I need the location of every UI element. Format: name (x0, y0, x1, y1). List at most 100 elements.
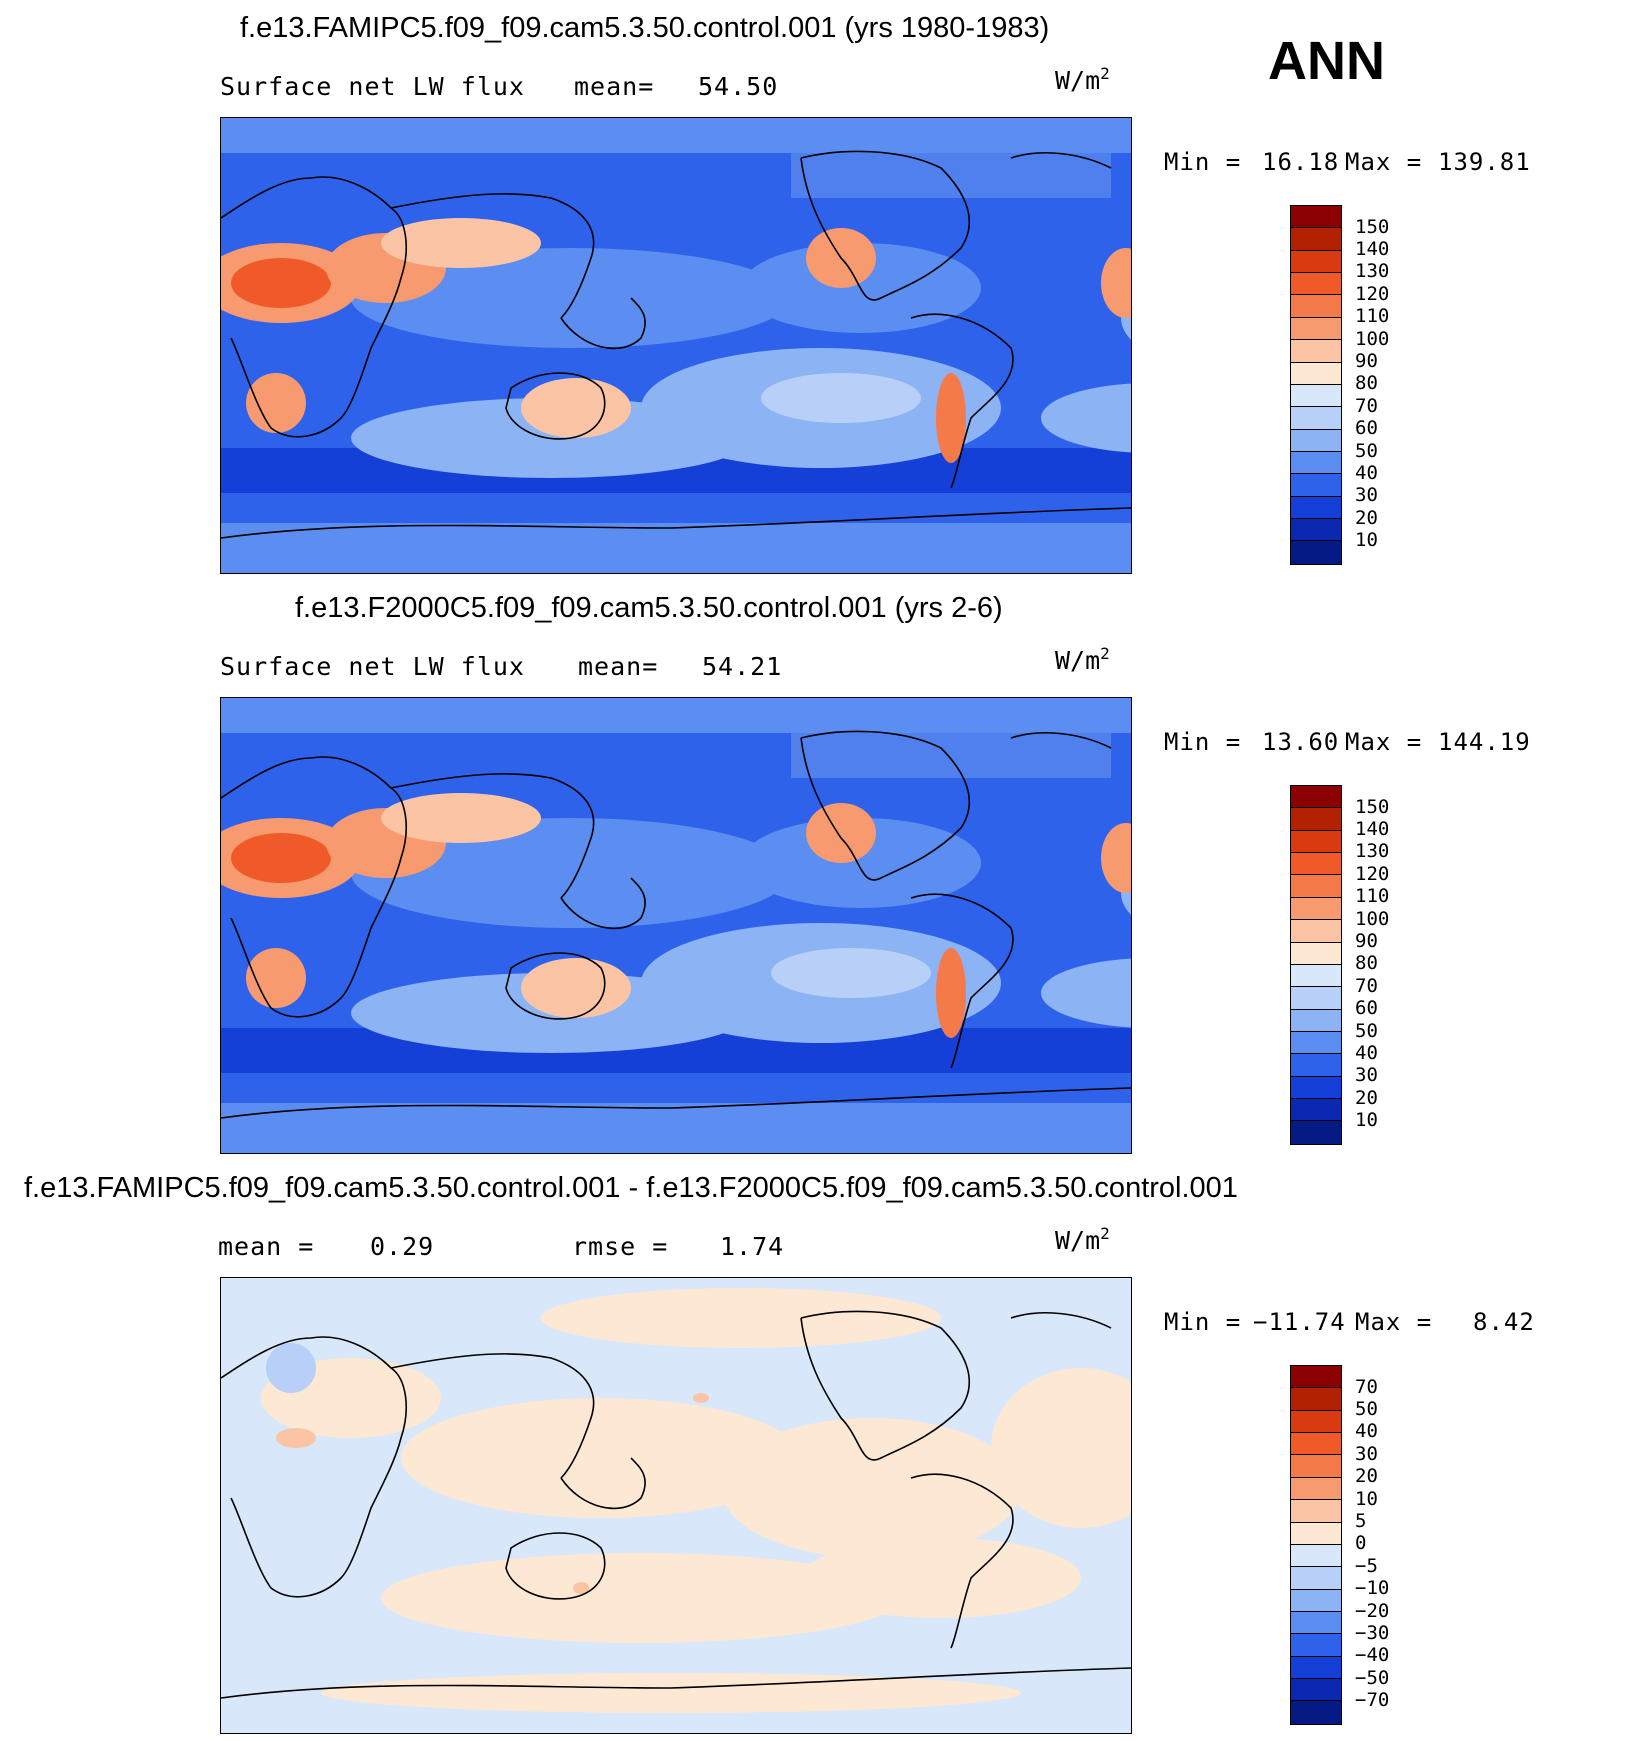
panel2-min-value: 13.60 (1262, 728, 1340, 756)
colorbar-tick-label: 90 (1355, 930, 1378, 952)
panel2-max-label: Max = (1345, 728, 1423, 756)
panel1-colorbar-seg (1291, 541, 1341, 564)
colorbar-tick-label: 10 (1355, 529, 1378, 551)
panel1-colorbar-seg (1291, 317, 1341, 341)
colorbar-tick-label: 10 (1355, 1488, 1378, 1510)
panel2-colorbar-seg (1291, 942, 1341, 965)
colorbar-tick-label: 120 (1355, 283, 1390, 305)
colorbar-tick-label: 100 (1355, 908, 1390, 930)
panel1-mean-value: 54.50 (698, 72, 779, 101)
panel1-max-value: 139.81 (1438, 148, 1531, 176)
panel2-map (220, 697, 1132, 1154)
colorbar-tick-label: 110 (1355, 305, 1390, 327)
panel2-colorbar-seg (1291, 1099, 1341, 1122)
colorbar-tick-label: 110 (1355, 885, 1390, 907)
colorbar-tick-label: 30 (1355, 1064, 1378, 1086)
panel1-colorbar-seg (1291, 384, 1341, 408)
colorbar-tick-label: 140 (1355, 238, 1390, 260)
panel1-map (220, 117, 1132, 574)
panel1-colorbar-seg (1291, 295, 1341, 318)
panel3-colorbar-seg (1291, 1410, 1341, 1434)
panel2-colorbar-seg (1291, 964, 1341, 988)
colorbar-tick-label: 150 (1355, 796, 1390, 818)
panel2-colorbar-seg (1291, 1009, 1341, 1032)
panel3-rmse-label: rmse = (572, 1232, 669, 1261)
colorbar-tick-label: 50 (1355, 440, 1378, 462)
panel1-colorbar-seg (1291, 273, 1341, 296)
panel1-colorbar-seg (1291, 519, 1341, 542)
panel1-colorbar-seg (1291, 451, 1341, 475)
panel3-colorbar (1290, 1365, 1342, 1725)
panel2-colorbar-seg (1291, 1031, 1341, 1055)
panel2-mean-label: mean= (578, 652, 659, 681)
panel3-colorbar-seg (1291, 1366, 1341, 1389)
panel2-colorbar-seg (1291, 1076, 1341, 1100)
panel2-colorbar-seg (1291, 987, 1341, 1010)
panel2-title: f.e13.F2000C5.f09_f09.cam5.3.50.control.… (295, 592, 1003, 624)
colorbar-tick-label: −10 (1355, 1577, 1390, 1599)
colorbar-tick-label: 70 (1355, 395, 1378, 417)
panel2-colorbar-seg (1291, 920, 1341, 943)
season-label: ANN (1268, 31, 1385, 91)
colorbar-tick-label: 40 (1355, 462, 1378, 484)
panel3-units: W/m2 (1055, 1224, 1110, 1255)
panel1-colorbar-seg (1291, 407, 1341, 430)
panel2-units: W/m2 (1055, 644, 1110, 675)
panel3-colorbar-seg (1291, 1544, 1341, 1568)
colorbar-tick-label: 30 (1355, 484, 1378, 506)
colorbar-tick-label: 70 (1355, 1376, 1378, 1398)
panel3-min-label: Min = (1164, 1308, 1242, 1336)
panel3-colorbar-seg (1291, 1679, 1341, 1702)
panel3-max-value: 8.42 (1473, 1308, 1535, 1336)
panel3-colorbar-seg (1291, 1388, 1341, 1411)
colorbar-tick-label: 80 (1355, 952, 1378, 974)
colorbar-tick-label: 80 (1355, 372, 1378, 394)
panel3-mean-label: mean = (218, 1232, 315, 1261)
panel2-max-value: 144.19 (1438, 728, 1531, 756)
colorbar-tick-label: 40 (1355, 1042, 1378, 1064)
panel1-units: W/m2 (1055, 64, 1110, 95)
panel3-rmse-value: 1.74 (720, 1232, 785, 1261)
colorbar-tick-label: 50 (1355, 1398, 1378, 1420)
panel3-colorbar-seg (1291, 1611, 1341, 1635)
panel3-colorbar-seg (1291, 1656, 1341, 1680)
panel1-colorbar-seg (1291, 340, 1341, 363)
colorbar-tick-label: 130 (1355, 260, 1390, 282)
colorbar-tick-label: 100 (1355, 328, 1390, 350)
colorbar-tick-label: −50 (1355, 1667, 1390, 1689)
panel1-colorbar-seg (1291, 429, 1341, 452)
panel3-colorbar-seg (1291, 1701, 1341, 1724)
panel3-colorbar-seg (1291, 1433, 1341, 1456)
colorbar-tick-label: 5 (1355, 1510, 1367, 1532)
panel1-max-label: Max = (1345, 148, 1423, 176)
panel1-min-label: Min = (1164, 148, 1242, 176)
colorbar-tick-label: −5 (1355, 1555, 1378, 1577)
panel3-max-label: Max = (1355, 1308, 1433, 1336)
panel2-min-label: Min = (1164, 728, 1242, 756)
panel2-colorbar-seg (1291, 830, 1341, 854)
panel3-colorbar-seg (1291, 1477, 1341, 1501)
panel2-colorbar-seg (1291, 853, 1341, 876)
panel2-mean-value: 54.21 (702, 652, 783, 681)
colorbar-tick-label: 10 (1355, 1109, 1378, 1131)
panel3-min-value: −11.74 (1253, 1308, 1346, 1336)
colorbar-tick-label: −40 (1355, 1644, 1390, 1666)
panel1-mean-label: mean= (574, 72, 655, 101)
panel1-colorbar (1290, 205, 1342, 565)
colorbar-tick-label: 50 (1355, 1020, 1378, 1042)
panel1-min-value: 16.18 (1262, 148, 1340, 176)
panel1-colorbar-seg (1291, 250, 1341, 274)
panel2-colorbar-seg (1291, 786, 1341, 809)
panel3-map (220, 1277, 1132, 1734)
colorbar-tick-label: 20 (1355, 1465, 1378, 1487)
panel1-colorbar-seg (1291, 474, 1341, 497)
panel1-colorbar-seg (1291, 362, 1341, 385)
colorbar-tick-label: 0 (1355, 1532, 1367, 1554)
colorbar-tick-label: 140 (1355, 818, 1390, 840)
panel1-colorbar-seg (1291, 228, 1341, 251)
panel2-colorbar-seg (1291, 875, 1341, 898)
panel3-colorbar-seg (1291, 1589, 1341, 1612)
panel2-colorbar-seg (1291, 897, 1341, 921)
panel1-title: f.e13.FAMIPC5.f09_f09.cam5.3.50.control.… (240, 12, 1050, 44)
colorbar-tick-label: 30 (1355, 1443, 1378, 1465)
